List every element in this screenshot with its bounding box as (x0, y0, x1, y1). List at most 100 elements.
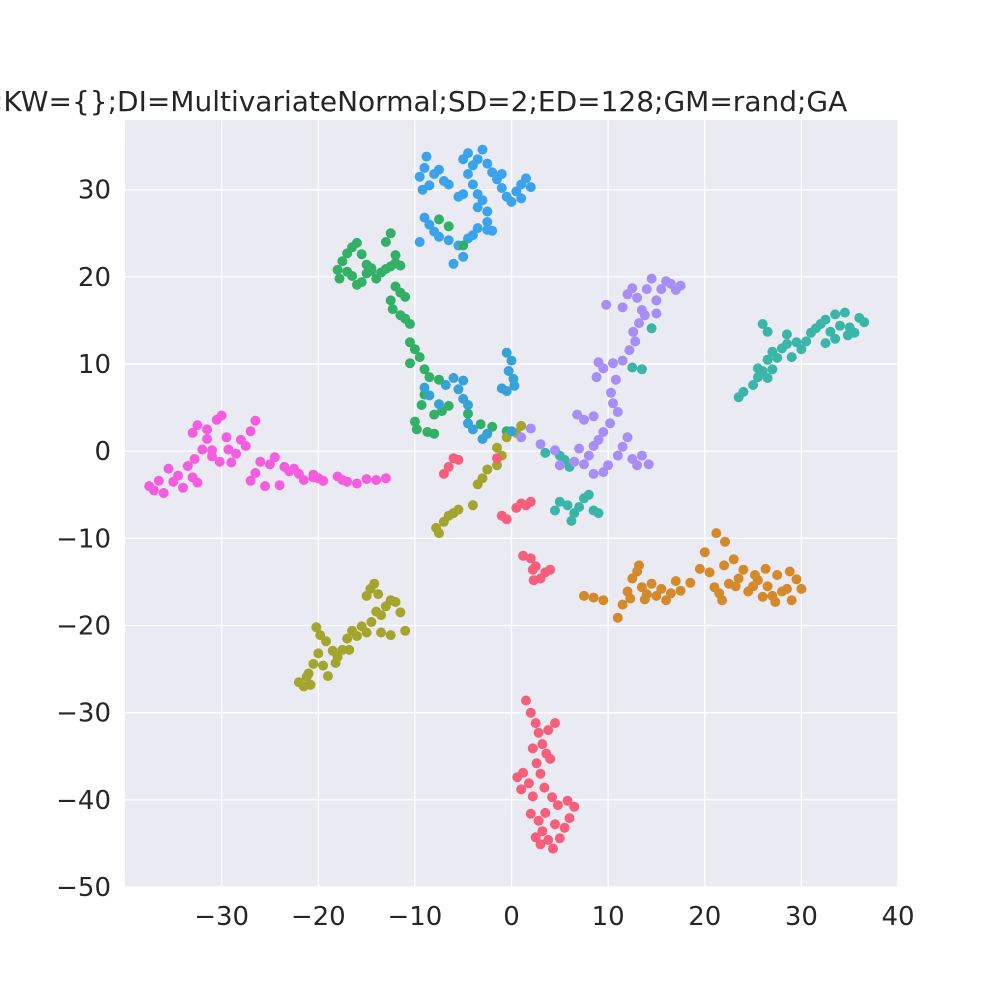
data-point (717, 595, 728, 606)
data-point (820, 314, 831, 325)
data-point (608, 358, 618, 369)
data-point (400, 625, 411, 636)
data-point (605, 418, 616, 429)
data-point (492, 442, 502, 453)
data-point (545, 753, 556, 764)
data-point (639, 594, 650, 605)
data-point (255, 456, 266, 467)
data-point (588, 468, 599, 479)
data-point (351, 631, 362, 641)
x-tick-label: 20 (688, 902, 721, 932)
data-point (342, 633, 353, 644)
data-point (559, 822, 570, 833)
data-point (639, 310, 650, 321)
data-point (781, 583, 792, 594)
data-point (344, 644, 355, 655)
data-point (313, 648, 324, 659)
data-point (554, 833, 565, 844)
data-point (501, 514, 512, 525)
data-point (796, 344, 807, 355)
data-point (562, 795, 573, 806)
data-point (506, 355, 517, 366)
data-point (305, 679, 316, 690)
data-point (149, 485, 159, 496)
data-point (443, 179, 454, 190)
data-point (477, 195, 488, 206)
data-point (385, 295, 396, 306)
data-point (525, 423, 536, 434)
data-point (730, 581, 741, 592)
data-point (574, 502, 585, 512)
data-point (311, 622, 322, 633)
data-point (373, 589, 384, 600)
data-point (512, 772, 523, 783)
data-point (750, 570, 760, 580)
data-point (630, 336, 641, 347)
data-point (308, 472, 319, 483)
y-axis-ticks: −50 −40 −30 −20 −10 0 10 20 30 (56, 176, 111, 903)
data-point (569, 801, 580, 812)
data-point (550, 445, 560, 456)
data-point (643, 459, 654, 470)
data-point (521, 173, 531, 184)
series-6 (540, 307, 870, 526)
data-point (492, 453, 502, 464)
data-point (547, 792, 558, 803)
data-point (376, 610, 387, 621)
data-point (453, 384, 464, 395)
data-point (632, 292, 643, 303)
data-point (598, 427, 609, 437)
data-point (443, 461, 454, 472)
data-point (624, 345, 635, 356)
data-point (617, 599, 628, 610)
data-point (516, 193, 527, 204)
data-point (574, 443, 585, 454)
data-point (434, 528, 444, 539)
data-point (554, 460, 565, 471)
data-point (528, 575, 539, 586)
data-point (178, 482, 188, 493)
data-point (390, 250, 401, 261)
data-point (523, 778, 534, 789)
data-point (424, 219, 435, 230)
data-point (711, 528, 722, 539)
data-point (670, 576, 681, 587)
data-point (429, 428, 440, 439)
y-tick-label: −30 (56, 699, 111, 729)
data-point (535, 839, 546, 850)
data-point (636, 364, 647, 375)
data-point (608, 398, 618, 409)
data-point (665, 588, 676, 599)
data-point (525, 496, 536, 507)
data-point (748, 380, 759, 390)
data-point (588, 411, 599, 422)
data-point (467, 500, 478, 511)
data-point (458, 375, 469, 386)
data-point (301, 671, 312, 682)
data-point (656, 583, 667, 594)
data-point (482, 224, 493, 235)
data-point (385, 630, 396, 641)
data-point (496, 383, 507, 394)
data-point (463, 400, 473, 410)
y-tick-label: 0 (94, 437, 111, 467)
y-tick-label: 30 (78, 176, 111, 206)
data-point (537, 826, 548, 837)
data-point (545, 564, 556, 575)
data-point (409, 344, 420, 355)
data-point (627, 573, 638, 584)
data-point (226, 457, 237, 468)
data-point (380, 473, 391, 484)
data-point (264, 459, 275, 470)
data-point (337, 256, 348, 267)
data-point (562, 500, 573, 511)
data-point (192, 477, 203, 488)
data-point (588, 592, 599, 603)
data-point (772, 570, 783, 580)
data-point (786, 352, 797, 363)
data-point (540, 447, 551, 458)
data-point (646, 578, 657, 589)
x-axis-ticks: −30 −20 −10 0 10 20 30 40 (194, 902, 914, 932)
